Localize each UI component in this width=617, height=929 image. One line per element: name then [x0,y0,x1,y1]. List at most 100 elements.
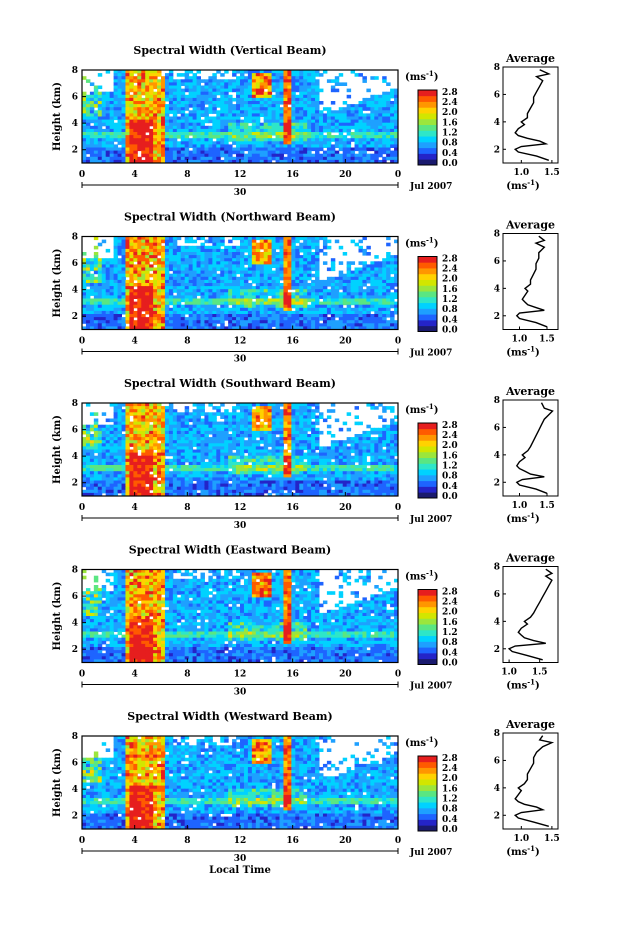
heatmap-cell [117,286,122,290]
heatmap-cell [121,317,126,321]
heatmap-cell [295,273,300,278]
heatmap-cell [204,298,209,303]
heatmap-cell [141,135,146,139]
heatmap-cell [307,289,312,293]
heatmap-cell [350,156,356,161]
heatmap-cell [97,147,103,152]
heatmap-cell [141,307,146,312]
heatmap-cell [176,279,182,284]
colorbar-tick-label: 0.8 [442,139,458,149]
heatmap-cell [164,255,170,259]
heatmap-cell [315,239,320,244]
heatmap-cell [322,153,328,158]
heatmap-cell [105,295,111,299]
heatmap-cell [255,434,261,438]
heatmap-cell [97,119,103,124]
heatmap-cell [263,264,269,268]
heatmap-cell [89,323,95,327]
heatmap-cell [346,94,352,99]
heatmap-cell [97,295,103,299]
heatmap-cell [216,144,221,148]
heatmap-cell [192,279,198,284]
heatmap-cell [247,91,253,96]
heatmap-cell [204,141,209,145]
heatmap-cell [299,110,304,114]
heatmap-cell [168,76,174,80]
heatmap-cell [184,418,190,423]
heatmap-cell [212,104,217,108]
heatmap-cell [243,267,249,272]
heatmap-cell [82,141,87,145]
heatmap-cell [338,144,344,148]
heatmap-cell [129,307,134,312]
heatmap-cell [263,314,269,318]
heatmap-cell [295,406,300,410]
heatmap-cell [271,437,277,441]
heatmap-cell [303,323,308,327]
heatmap-cell [157,144,162,148]
heatmap-cell [168,255,174,259]
heatmap-cell [85,147,91,152]
heatmap-cell [287,427,292,432]
heatmap-cell [129,248,134,253]
heatmap-cell [358,147,363,152]
heatmap-cell [137,295,142,299]
heatmap-cell [382,434,387,438]
heatmap-cell [109,113,115,117]
heatmap-cell [311,427,316,432]
heatmap-cell [279,430,284,435]
heatmap-cell [176,110,182,114]
heatmap-cell [224,150,229,155]
heatmap-cell [117,248,122,253]
heatmap-cell [362,314,367,318]
heatmap-cell [279,427,284,432]
heatmap-cell [212,270,217,275]
heatmap-cell [263,304,269,309]
heatmap-cell [129,310,134,315]
heatmap-cell [184,85,190,90]
heatmap-cell [291,70,296,74]
heatmap-cell [101,267,107,272]
heatmap-cell [334,144,340,148]
heatmap-cell [220,415,225,419]
heatmap-cell [93,270,99,275]
heatmap-cell [236,279,241,284]
heatmap-cell [176,107,182,111]
heatmap-cell [188,116,194,121]
heatmap-cell [153,153,158,158]
heatmap-cell [85,138,91,142]
heatmap-cell [129,409,134,413]
heatmap-cell [184,276,190,281]
heatmap-cell [125,304,130,309]
heatmap-cell [342,150,348,155]
heatmap-cell [157,307,162,312]
heatmap-cell [129,147,134,152]
heatmap-cell [279,135,284,139]
heatmap-cell [378,264,383,268]
heatmap-cell [247,301,253,306]
heatmap-cell [82,122,87,127]
heatmap-cell [255,141,261,145]
heatmap-cell [386,279,391,284]
heatmap-cell [236,85,241,90]
heatmap-cell [287,144,292,148]
heatmap-cell [168,406,174,410]
heatmap-cell [362,122,367,127]
colorbar-segment [418,147,437,154]
heatmap-cell [168,245,174,250]
heatmap-cell [275,264,280,268]
heatmap-cell [307,255,312,259]
heatmap-cell [255,301,261,306]
heatmap-cell [374,132,379,136]
heatmap-cell [97,301,103,306]
heatmap-cell [311,107,316,111]
heatmap-cell [259,128,265,133]
heatmap-cell [346,437,352,441]
heatmap-cell [164,298,170,303]
heatmap-cell [366,317,371,321]
heatmap-cell [172,128,178,133]
heatmap-cell [176,104,182,108]
heatmap-cell [255,107,261,111]
heatmap-cell [200,159,205,164]
heatmap-cell [342,273,348,278]
